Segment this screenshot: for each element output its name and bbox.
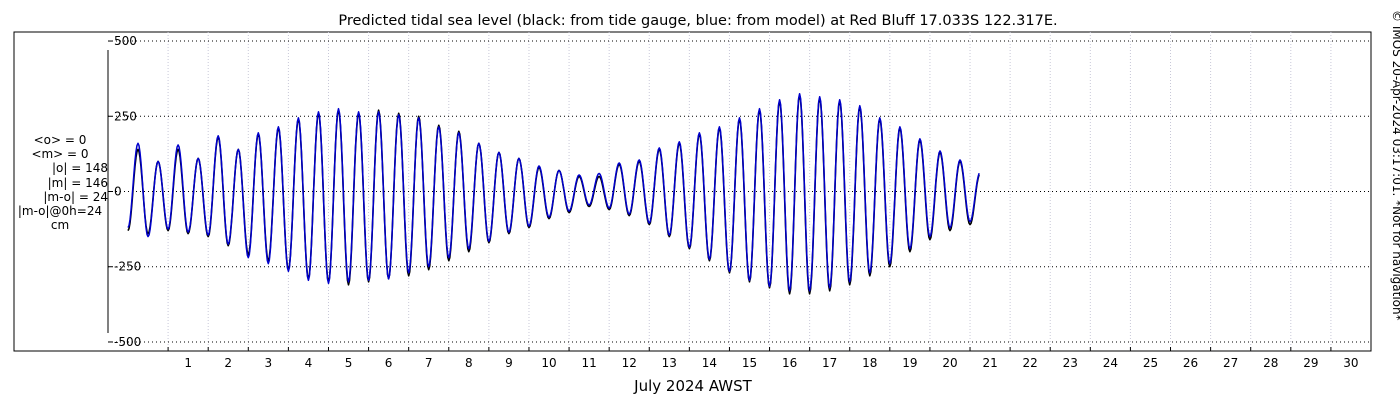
x-tick-label: 30 xyxy=(1343,356,1358,370)
x-tick-label: 16 xyxy=(782,356,797,370)
stat-mean-model: <m> = 0 xyxy=(31,147,89,162)
x-tick-label: 22 xyxy=(1023,356,1038,370)
y-tick-label: 0 xyxy=(114,185,122,199)
x-tick-label: 10 xyxy=(541,356,556,370)
y-tick-label: 250 xyxy=(114,109,137,123)
x-tick-label: 13 xyxy=(662,356,677,370)
stats-panel: <o> = 0 <m> = 0 |o| = 148 |m| = 146 |m-o… xyxy=(6,133,114,232)
side-note: © IMOS 20-Apr-2024 03:17:01. *Not for na… xyxy=(1390,10,1400,321)
x-tick-label: 29 xyxy=(1303,356,1318,370)
x-tick-label: 27 xyxy=(1223,356,1238,370)
x-tick-label: 11 xyxy=(581,356,596,370)
x-tick-label: 8 xyxy=(465,356,473,370)
x-tick-label: 25 xyxy=(1143,356,1158,370)
y-tick-label: -250 xyxy=(114,260,141,274)
x-tick-label: 24 xyxy=(1103,356,1118,370)
x-tick-label: 5 xyxy=(345,356,353,370)
grid-lines xyxy=(108,32,1371,351)
x-axis: 1 2 3 4 5 6 7 8 9 10 11 12 13 14 15 16 17 18 19 20 21 22 23 24 2… xyxy=(167,347,1359,370)
x-tick-label: 7 xyxy=(425,356,433,370)
x-tick-label: 28 xyxy=(1263,356,1278,370)
stat-abs-diff: |m-o| = 24 xyxy=(43,189,108,204)
x-tick-label: 12 xyxy=(622,356,637,370)
x-tick-label: 2 xyxy=(224,356,232,370)
x-tick-label: 4 xyxy=(305,356,313,370)
x-tick-label: 3 xyxy=(265,356,273,370)
stat-abs-model: |m| = 146 xyxy=(47,175,108,190)
x-tick-label: 21 xyxy=(982,356,997,370)
stat-mean-obs: <o> = 0 xyxy=(33,133,87,147)
y-tick-label: 500 xyxy=(114,34,137,48)
x-tick-label: 9 xyxy=(505,356,513,370)
x-tick-label: 15 xyxy=(742,356,757,370)
x-axis-label: July 2024 AWST xyxy=(633,377,752,395)
x-tick-label: 20 xyxy=(942,356,957,370)
x-tick-label: 18 xyxy=(862,356,877,370)
x-tick-label: 17 xyxy=(822,356,837,370)
x-tick-label: 26 xyxy=(1183,356,1198,370)
chart-title: Predicted tidal sea level (black: from t… xyxy=(338,13,1057,29)
stat-diff-0h: |m-o|@0h=24 xyxy=(17,204,103,219)
x-tick-label: 1 xyxy=(184,356,192,370)
stat-units: cm xyxy=(50,218,70,233)
stat-abs-obs: |o| = 148 xyxy=(51,161,108,176)
y-axis: -500 -250 0 250 500 xyxy=(107,34,141,349)
x-tick-label: 19 xyxy=(902,356,917,370)
x-tick-label: 14 xyxy=(702,356,717,370)
x-tick-label: 23 xyxy=(1063,356,1078,370)
series-lines xyxy=(127,92,980,295)
x-tick-label: 6 xyxy=(385,356,393,370)
y-tick-label: -500 xyxy=(114,335,141,349)
series-line-model xyxy=(127,92,980,292)
